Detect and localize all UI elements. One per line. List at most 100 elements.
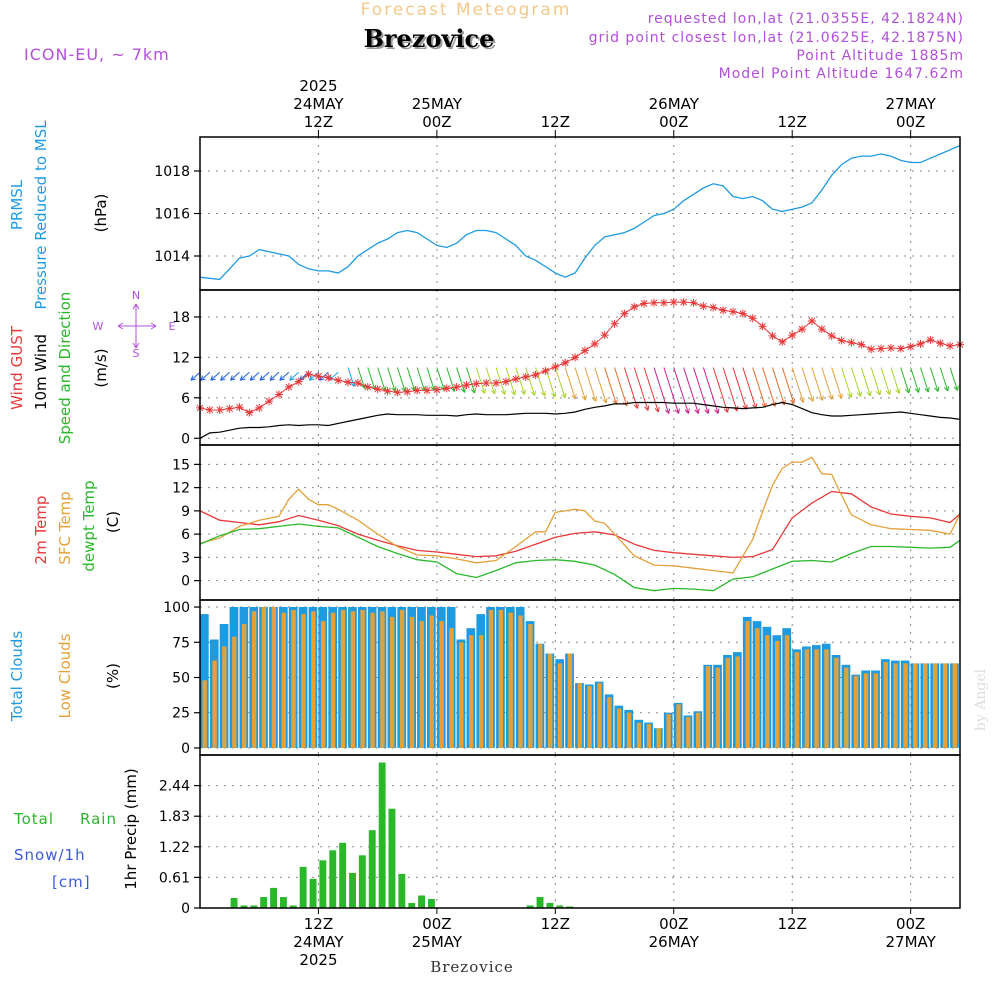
wind-arrow-head — [847, 392, 853, 398]
wind-direction-arrow — [525, 367, 536, 396]
wind-gust-marker — [946, 341, 955, 350]
wind-direction-arrow — [732, 367, 747, 410]
low-cloud-bar — [330, 612, 336, 748]
precip-bar — [378, 762, 386, 908]
time-label-bottom: 2025 — [299, 951, 337, 969]
low-cloud-bar — [765, 635, 770, 748]
low-cloud-bar — [212, 660, 217, 748]
time-label-bottom: 24MAY — [293, 933, 344, 951]
time-label-bottom: 27MAY — [886, 933, 937, 951]
wind-gust-marker — [886, 343, 895, 352]
low-cloud-bar — [893, 663, 898, 748]
precip-bar — [339, 842, 347, 908]
precip-bar — [388, 808, 396, 908]
wind-arrow-head — [500, 389, 506, 395]
wind-direction-arrow — [574, 367, 586, 401]
wind-arrow-head — [837, 393, 843, 399]
wind-arrow-head — [885, 389, 891, 395]
low-cloud-bar — [715, 667, 721, 748]
wind-gust-marker — [245, 408, 254, 417]
precip-bar — [319, 860, 327, 908]
wind-arrow-head — [866, 391, 872, 397]
low-cloud-bar — [202, 680, 207, 748]
wind-gust-marker — [413, 386, 422, 395]
wind-direction-arrow — [396, 367, 406, 392]
wind-gust-marker — [511, 374, 520, 383]
wind-arrow-head — [953, 385, 959, 391]
low-cloud-bar — [380, 611, 385, 748]
low-cloud-bar — [478, 635, 484, 748]
wind-direction-arrow — [584, 367, 597, 402]
panel-axis-label: Total Clouds — [8, 631, 26, 723]
wind-direction-arrow — [495, 367, 506, 395]
panel-frame — [199, 289, 961, 446]
wind-gust-marker — [383, 387, 392, 396]
wind-arrow-head — [480, 388, 486, 394]
time-label-top: 2025 — [299, 77, 337, 95]
time-label-top: 00Z — [659, 113, 688, 131]
wind-gust-marker — [255, 403, 264, 412]
low-cloud-bar — [686, 717, 691, 748]
wind-direction-arrow — [515, 367, 525, 395]
low-cloud-bar — [320, 621, 326, 748]
low-cloud-bar — [863, 673, 869, 748]
point-altitude: Point Altitude 1885m — [796, 48, 964, 64]
wind-direction-arrow — [722, 367, 738, 412]
panel-axis-label: dewpt Temp — [80, 480, 98, 571]
wind-direction-arrow — [220, 371, 230, 381]
wind-direction-arrow — [347, 367, 355, 387]
low-cloud-bar — [735, 656, 740, 748]
wind-direction-arrow — [367, 367, 376, 391]
wind-gust-marker — [689, 298, 698, 307]
wind-gust-marker — [896, 344, 905, 353]
precip-legend-label: Rain — [80, 810, 117, 828]
panel-axis-label: Low Clouds — [56, 633, 74, 718]
time-label-bottom: 00Z — [896, 915, 925, 933]
time-label-bottom: 12Z — [541, 915, 570, 933]
precip-bar — [329, 850, 337, 908]
wind-arrow-head — [799, 397, 805, 403]
wind-gust-marker — [817, 325, 826, 334]
wind-arrow-head — [789, 398, 796, 404]
compass-icon: N S W E — [93, 289, 176, 360]
wind-gust-marker — [215, 405, 224, 414]
wind-speed-line — [199, 401, 961, 439]
wind-arrow-head — [259, 375, 266, 381]
wind-direction-arrow — [643, 367, 659, 413]
precip-bar — [289, 905, 297, 908]
wind-direction-arrow — [920, 367, 929, 393]
low-cloud-bar — [607, 697, 612, 748]
y-tick-label: 100 — [163, 600, 190, 616]
wind-direction-arrow — [230, 371, 240, 381]
precip-legend-label: Snow/1h — [14, 846, 86, 864]
wind-direction-arrow — [259, 371, 270, 381]
wind-gust-marker — [778, 337, 787, 346]
time-label-top: 12Z — [304, 113, 333, 131]
wind-arrow-head — [704, 408, 710, 414]
low-cloud-bar — [794, 652, 800, 748]
wind-gust-marker — [610, 319, 619, 328]
wind-arrow-head — [714, 408, 720, 414]
wind-arrow-head — [581, 395, 587, 401]
low-cloud-bar — [597, 683, 602, 748]
y-tick-label: 1014 — [154, 249, 190, 265]
precip-bar — [546, 903, 554, 908]
low-cloud-bar — [636, 722, 642, 748]
wind-gust-marker — [867, 345, 876, 354]
wind-direction-arrow — [623, 367, 639, 409]
time-label-top: 26MAY — [649, 95, 700, 113]
time-label-top: 25MAY — [412, 95, 463, 113]
model-point-altitude: Model Point Altitude 1647.62m — [719, 66, 964, 82]
wind-direction-arrow — [200, 371, 211, 381]
low-cloud-bar — [932, 663, 938, 748]
precip-bar — [408, 903, 416, 908]
time-label-bottom: 12Z — [304, 915, 333, 933]
panel-frame — [199, 754, 961, 909]
wind-gust-marker — [620, 309, 629, 318]
wind-direction-arrow — [821, 367, 833, 400]
low-cloud-bar — [498, 609, 503, 748]
wind-direction-arrow — [949, 367, 958, 391]
wind-direction-arrow — [900, 367, 910, 394]
credit-watermark: by Angel — [973, 668, 989, 731]
